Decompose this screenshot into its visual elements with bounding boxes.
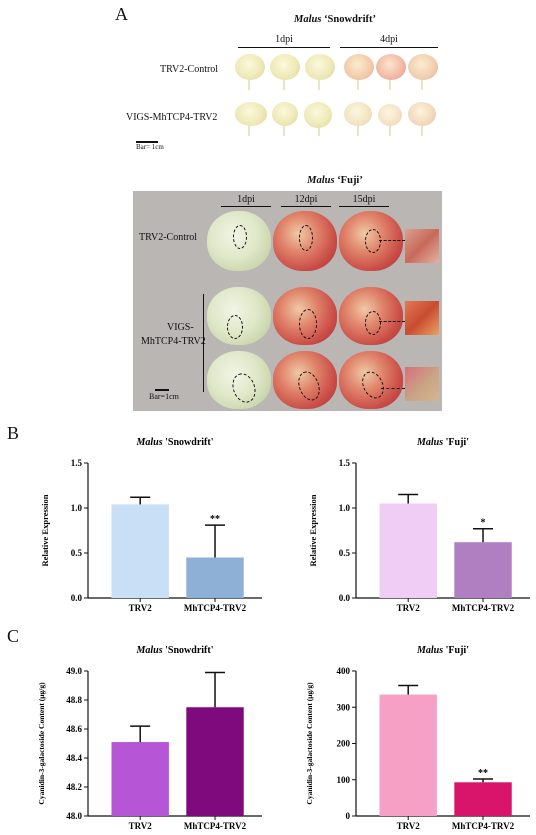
chart-title-rest: 'Snowdrift' [163, 437, 214, 448]
y-tick-label: 0.0 [339, 593, 351, 603]
y-tick-label: 1.5 [339, 458, 351, 468]
chart-title-rest: 'Snowdrift' [163, 645, 214, 656]
fuji-zoom-inset-2 [405, 301, 439, 335]
x-tick-label: MhTCP4-TRV2 [452, 821, 515, 831]
snowdrift-row-label-vigs: VIGS-MhTCP4-TRV2 [126, 112, 218, 123]
chart-c-snowdrift: Malus 'Snowdrift' 48.0 48.2 48.4 48.6 48.8 49.… [37, 645, 262, 831]
chart-c-fuji: Malus 'Fuji' 0 100 200 300 400 Cyanidin-3-gala… [305, 645, 530, 831]
snowdrift-dpi-2-line [340, 47, 438, 48]
bar [111, 504, 169, 598]
panel-b-letter: B [7, 423, 20, 443]
y-tick-label: 0.0 [71, 593, 83, 603]
fuji-photo-title: Malus ‘Fuji’ [307, 175, 363, 186]
panel-a-letter: A [115, 4, 128, 24]
chart-title-italic: Malus [416, 645, 443, 656]
y-tick-label: 48.8 [66, 695, 82, 705]
snowdrift-fruit-photos [232, 52, 442, 152]
chart-title: Malus 'Snowdrift' [136, 645, 214, 656]
fuji-scale-bar [155, 389, 169, 391]
fuji-row-bracket [203, 294, 204, 392]
y-axis-label: Cyanidin-3-galactoside Content (μg/g) [305, 682, 314, 805]
y-tick-label: 1.5 [71, 458, 83, 468]
fuji-row-label-vigs-1: VIGS- [167, 322, 194, 333]
chart-title-rest: 'Fuji' [443, 437, 469, 448]
snowdrift-dpi-2: 4dpi [380, 34, 398, 45]
bar [454, 542, 512, 598]
snowdrift-scale-bar [136, 141, 158, 143]
y-tick-label: 0.5 [71, 548, 83, 558]
y-tick-label: 0 [346, 811, 351, 821]
y-tick-label: 48.2 [66, 782, 82, 792]
y-tick-label: 0.5 [339, 548, 351, 558]
y-axis-label: Cyanidin-3-galactoside Content (μg/g) [37, 682, 46, 805]
fuji-photo-panel: 1dpi 12dpi 15dpi TRV2-Control VIGS- MhTC… [133, 191, 442, 411]
x-tick-label: TRV2 [397, 821, 421, 831]
fuji-row-label-control: TRV2-Control [139, 232, 198, 243]
y-tick-label: 48.0 [66, 811, 82, 821]
y-tick-label: 300 [337, 702, 351, 712]
bar [186, 557, 244, 598]
chart-title-italic: Malus [136, 645, 163, 656]
chart-title: Malus 'Fuji' [416, 645, 469, 656]
y-tick-label: 1.0 [71, 503, 83, 513]
y-tick-label: 48.6 [66, 724, 82, 734]
x-tick-label: MhTCP4-TRV2 [452, 603, 515, 613]
bar [379, 694, 437, 816]
chart-b-snowdrift: Malus 'Snowdrift' 0.0 0.5 1.0 1.5 Relative Ex… [40, 437, 262, 613]
significance-label: ** [478, 768, 488, 779]
panel-c-letter: C [7, 626, 20, 646]
bar [379, 503, 437, 598]
y-tick-label: 200 [337, 739, 351, 749]
y-tick-label: 1.0 [339, 503, 351, 513]
bar [454, 782, 512, 816]
x-tick-label: TRV2 [129, 821, 153, 831]
fuji-dpi-2: 12dpi [294, 194, 318, 205]
y-axis-label: Relative Expression [308, 494, 318, 566]
snowdrift-photo-title: Malus ‘Snowdrift’ [294, 14, 376, 25]
y-tick-label: 49.0 [66, 666, 82, 676]
fuji-zoom-inset-3 [405, 367, 439, 401]
x-tick-label: MhTCP4-TRV2 [184, 821, 247, 831]
snowdrift-row-label-control: TRV2-Control [160, 64, 219, 75]
chart-title-rest: 'Fuji' [443, 645, 469, 656]
chart-title: Malus 'Fuji' [416, 437, 469, 448]
snowdrift-scale-label: Bar= 1cm [136, 143, 164, 151]
snowdrift-dpi-1-line [238, 47, 330, 48]
significance-label: ** [210, 514, 220, 525]
x-tick-label: TRV2 [129, 603, 153, 613]
chart-title-italic: Malus [136, 437, 163, 448]
fuji-row-label-vigs-2: MhTCP4-TRV2 [141, 336, 206, 347]
y-tick-label: 400 [337, 666, 351, 676]
x-tick-label: TRV2 [397, 603, 421, 613]
snowdrift-dpi-1: 1dpi [275, 34, 293, 45]
chart-title-italic: Malus [416, 437, 443, 448]
bar [186, 707, 244, 816]
bar [111, 742, 169, 816]
fuji-dpi-1: 1dpi [237, 194, 255, 205]
fuji-dpi-3: 15dpi [352, 194, 376, 205]
chart-title: Malus 'Snowdrift' [136, 437, 214, 448]
y-axis-label: Relative Expression [40, 494, 50, 566]
y-tick-label: 48.4 [66, 753, 82, 763]
significance-label: * [481, 518, 486, 529]
x-tick-label: MhTCP4-TRV2 [184, 603, 247, 613]
chart-b-fuji: Malus 'Fuji' 0.0 0.5 1.0 1.5 Relative Express… [308, 437, 530, 613]
fuji-scale-label: Bar=1cm [149, 392, 179, 401]
y-tick-label: 100 [337, 775, 351, 785]
fuji-zoom-inset-1 [405, 229, 439, 263]
